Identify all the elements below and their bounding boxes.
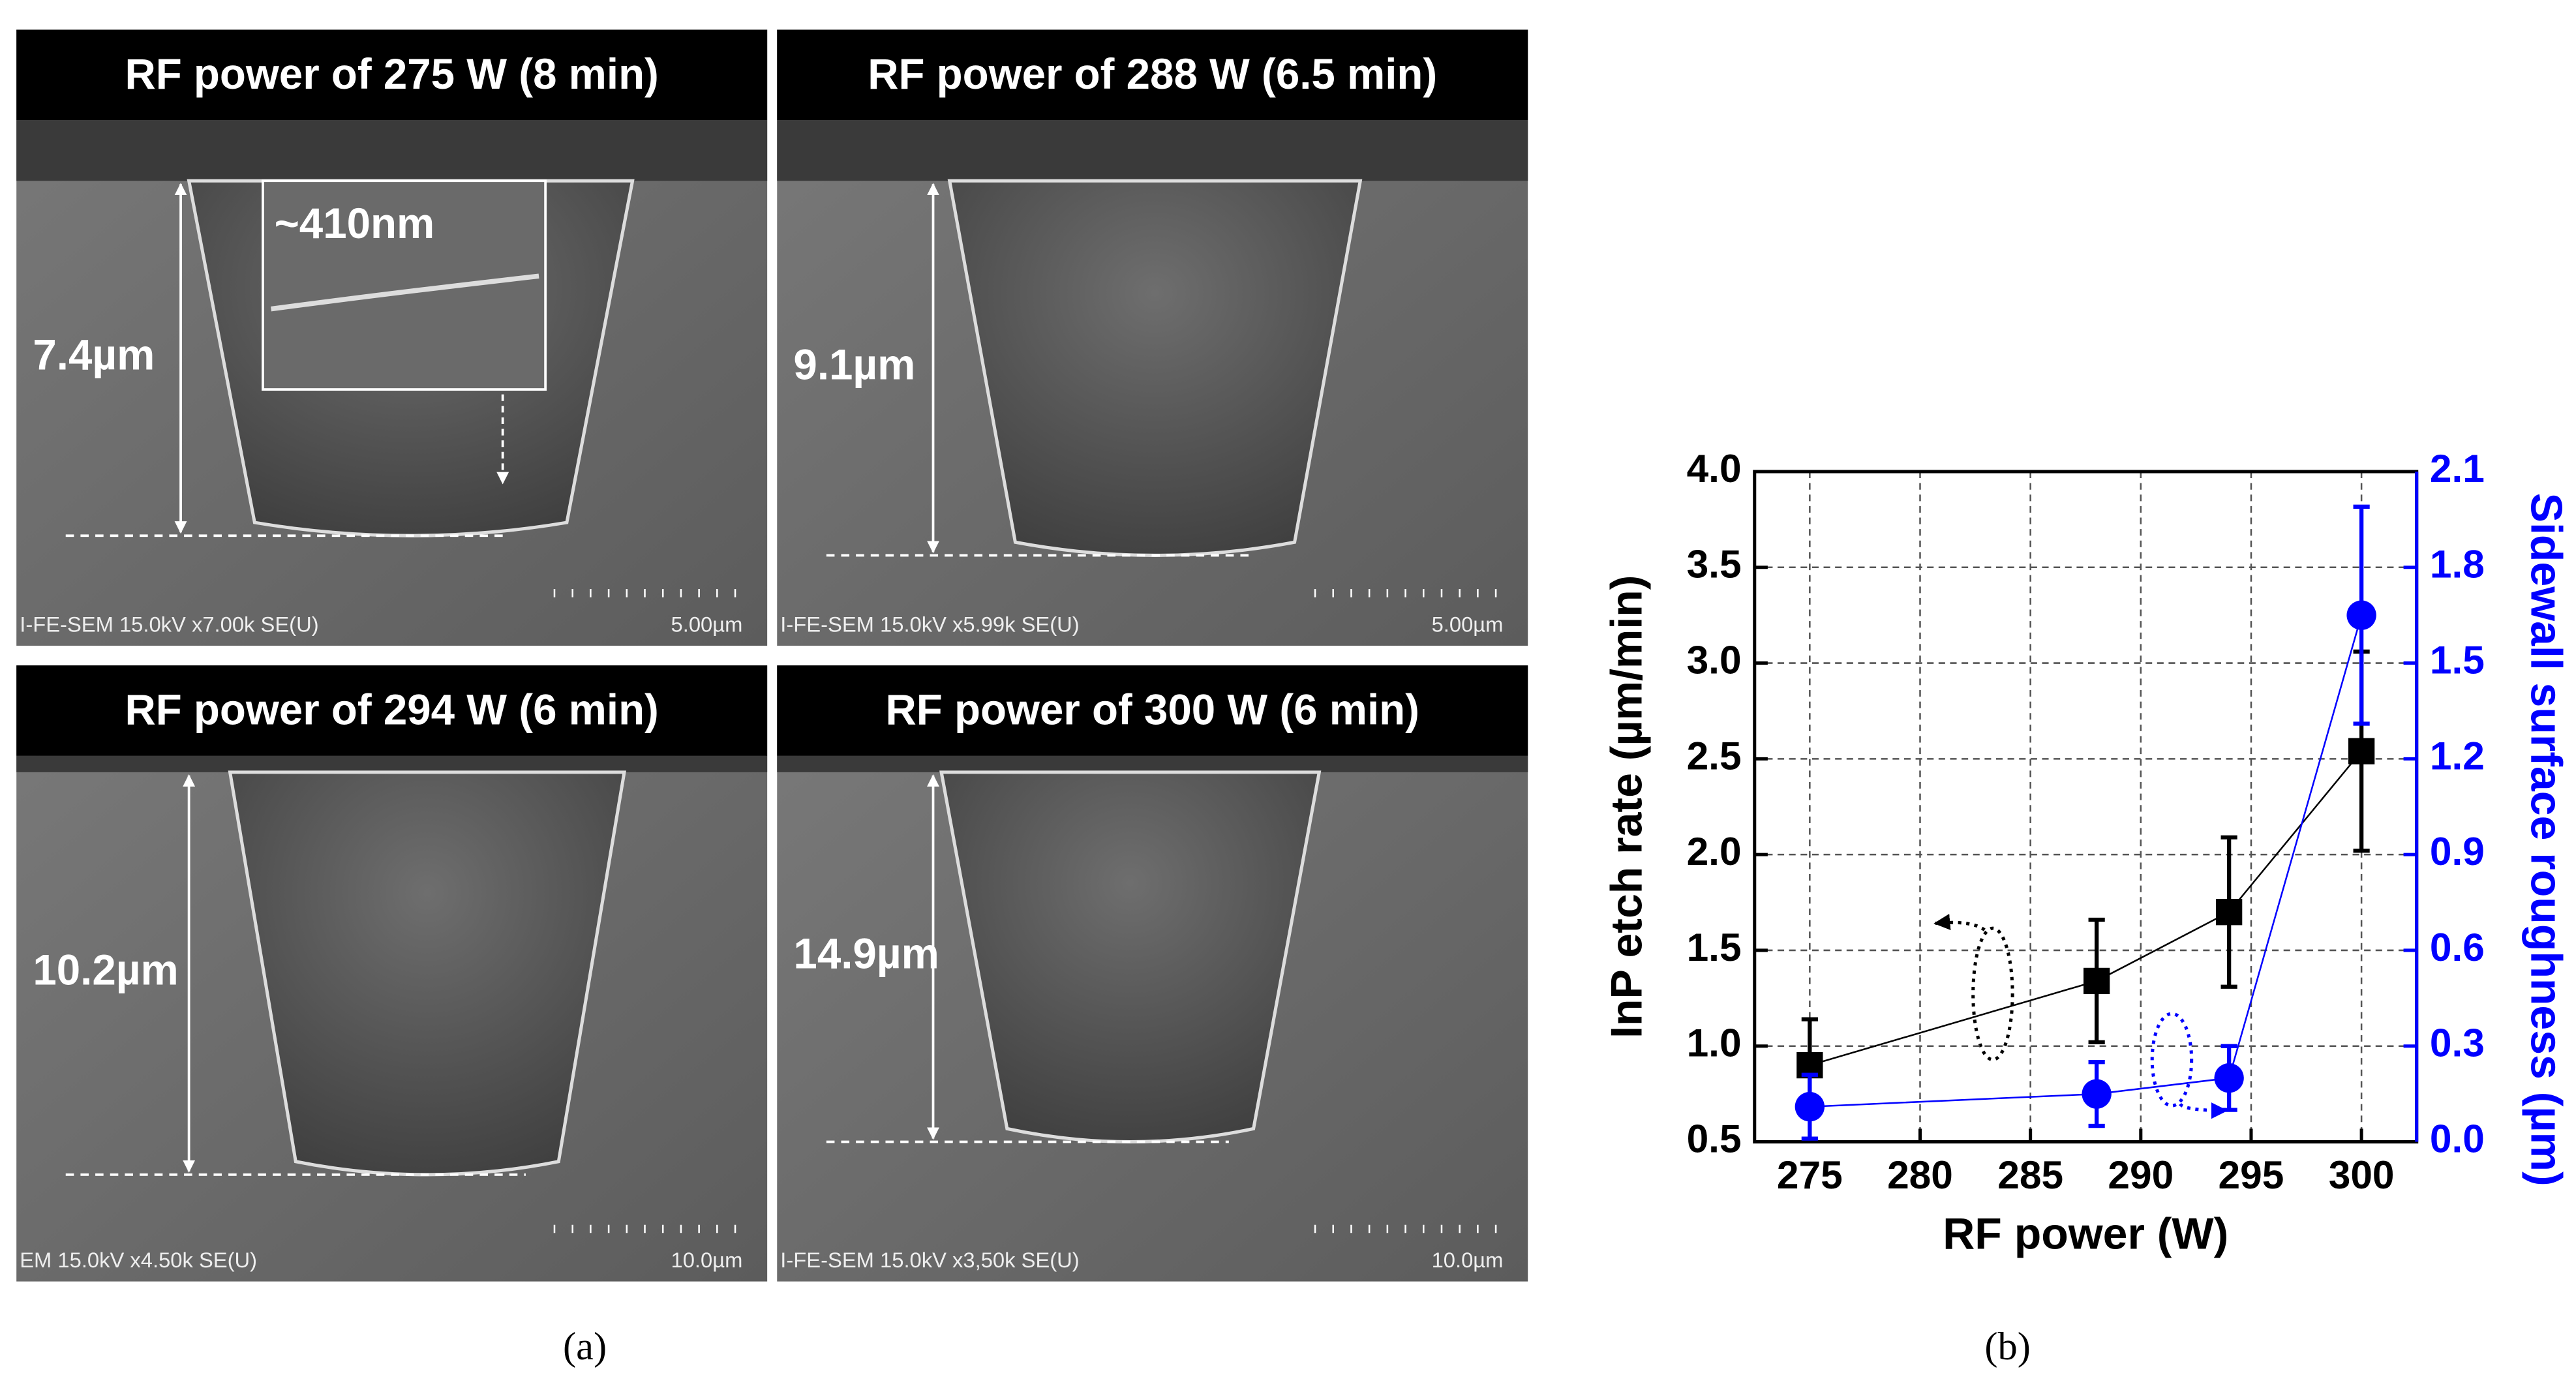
x-tick-label: 285	[1997, 1153, 2063, 1197]
y2-tick-label: 2.1	[2430, 446, 2485, 491]
series-line	[1809, 750, 2363, 1066]
y2-tick-label: 0.9	[2430, 829, 2485, 873]
x-tick-label: 280	[1887, 1153, 1953, 1197]
title-bar	[777, 29, 1528, 121]
title-bar	[16, 29, 768, 121]
surface	[777, 755, 1528, 772]
sem-info: EM 15.0kV x4.50k SE(U)	[20, 1248, 257, 1272]
y2-tick-label: 1.2	[2430, 733, 2485, 778]
depth-label: 7.4µm	[33, 331, 155, 379]
marker	[2214, 1063, 2244, 1093]
annotation-loop	[1971, 926, 2014, 1062]
depth-label: 9.1µm	[793, 341, 915, 389]
scale-label: 10.0µm	[1432, 1248, 1504, 1272]
x-tick-label: 295	[2219, 1153, 2284, 1197]
scale-label: 10.0µm	[671, 1248, 743, 1272]
y-tick-label: 3.5	[1687, 542, 1742, 586]
sem-info: I-FE-SEM 15.0kV x7.00k SE(U)	[20, 612, 318, 636]
panel-title: RF power of 294 W (6 min)	[125, 686, 658, 734]
y2-axis-label: Sidewall surface roughness (µm)	[2522, 493, 2571, 1186]
plot-frame	[1753, 470, 2419, 1144]
y-tick-label: 2.0	[1687, 829, 1742, 873]
y2-tick-label: 0.6	[2430, 925, 2485, 969]
title-bar	[16, 665, 768, 756]
series-line	[1810, 614, 2363, 1108]
scale-label: 5.00µm	[671, 612, 743, 636]
marker	[2083, 967, 2110, 995]
y-tick-label: 4.0	[1687, 446, 1742, 491]
y2-tick-label: 0.0	[2430, 1116, 2485, 1160]
annotation-arrow	[2179, 1102, 2228, 1119]
sem-info: I-FE-SEM 15.0kV x3,50k SE(U)	[780, 1248, 1079, 1272]
y2-tick-label: 1.5	[2430, 638, 2485, 682]
marker	[2082, 1079, 2112, 1109]
x-axis-label: RF power (W)	[1943, 1209, 2228, 1259]
marker	[2215, 899, 2243, 926]
panel-title: RF power of 300 W (6 min)	[886, 686, 1419, 734]
y-tick-label: 2.5	[1687, 733, 1742, 778]
depth-label: 10.2µm	[33, 946, 178, 994]
inset-wall	[271, 273, 539, 312]
y-axis-label: InP etch rate (µm/min)	[1601, 575, 1651, 1038]
y2-tick-label: 0.3	[2430, 1021, 2485, 1065]
surface	[777, 120, 1528, 181]
caption: (a)	[563, 1325, 607, 1368]
y2-tick-label: 1.8	[2430, 542, 2485, 586]
inset-label: ~410nm	[275, 200, 435, 247]
x-tick-label: 300	[2329, 1153, 2395, 1197]
scale-label: 5.00µm	[1432, 612, 1504, 636]
title-bar	[777, 665, 1528, 756]
y-tick-label: 0.5	[1687, 1116, 1742, 1160]
surface	[16, 120, 768, 181]
surface	[16, 755, 768, 772]
annotation-loop	[2150, 1012, 2194, 1108]
marker	[2346, 600, 2376, 630]
trench	[939, 770, 1322, 1144]
inset	[262, 179, 547, 391]
sem-info: I-FE-SEM 15.0kV x5.99k SE(U)	[780, 612, 1079, 636]
marker	[2348, 738, 2375, 764]
marker	[1795, 1092, 1825, 1122]
x-tick-label: 275	[1777, 1153, 1843, 1197]
depth-label: 14.9µm	[793, 929, 939, 977]
annotation-arrow	[1933, 913, 1986, 931]
trench	[947, 179, 1363, 557]
panel-title: RF power of 275 W (8 min)	[125, 50, 658, 98]
y-tick-label: 1.5	[1687, 925, 1742, 969]
x-tick-label: 290	[2108, 1153, 2174, 1197]
caption: (b)	[1984, 1325, 2030, 1368]
trench	[228, 770, 627, 1177]
y-tick-label: 3.0	[1687, 638, 1742, 682]
panel-title: RF power of 288 W (6.5 min)	[868, 50, 1437, 98]
y-tick-label: 1.0	[1687, 1021, 1742, 1065]
